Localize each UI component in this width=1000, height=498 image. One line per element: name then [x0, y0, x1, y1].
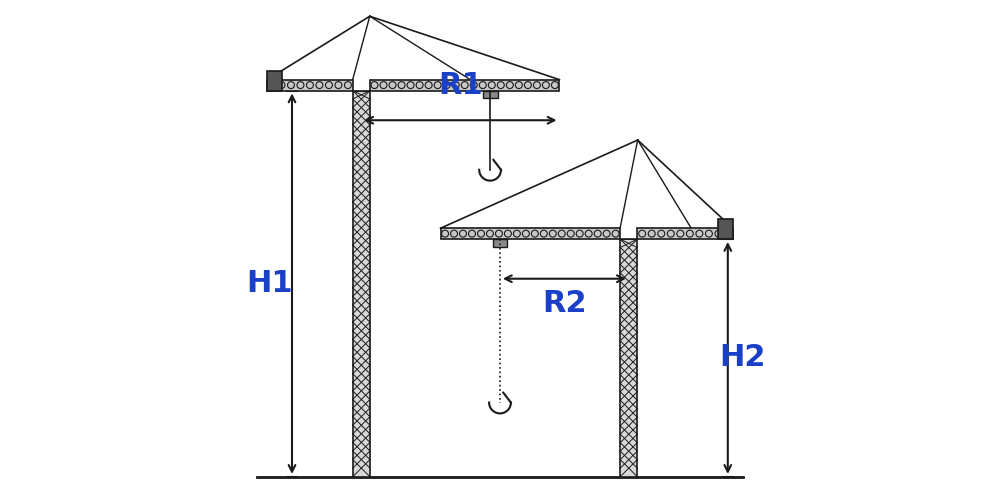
- Polygon shape: [441, 228, 620, 239]
- Polygon shape: [370, 80, 559, 91]
- Polygon shape: [493, 239, 507, 247]
- Text: R2: R2: [542, 289, 587, 318]
- Polygon shape: [718, 219, 733, 239]
- Polygon shape: [267, 71, 282, 91]
- Polygon shape: [620, 239, 637, 477]
- Polygon shape: [637, 228, 733, 239]
- Text: R1: R1: [438, 71, 483, 100]
- Polygon shape: [267, 80, 353, 91]
- Text: H1: H1: [246, 269, 293, 298]
- Polygon shape: [483, 91, 498, 98]
- Text: H2: H2: [719, 344, 766, 373]
- Polygon shape: [353, 91, 370, 477]
